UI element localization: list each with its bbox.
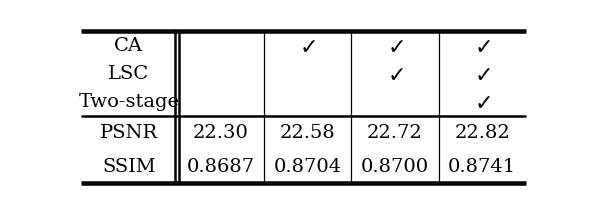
Text: 0.8704: 0.8704 [274,158,342,176]
Text: $\checkmark$: $\checkmark$ [474,92,491,112]
Text: SSIM: SSIM [102,158,156,176]
Text: Two-stage: Two-stage [78,93,179,111]
Text: 0.8700: 0.8700 [361,158,429,176]
Text: $\checkmark$: $\checkmark$ [387,36,403,56]
Text: $\checkmark$: $\checkmark$ [299,36,316,56]
Text: $\checkmark$: $\checkmark$ [474,36,491,56]
Text: $\checkmark$: $\checkmark$ [474,64,491,84]
Text: 22.72: 22.72 [367,124,423,142]
Text: 0.8741: 0.8741 [448,158,516,176]
Text: 22.30: 22.30 [192,124,248,142]
Text: 22.58: 22.58 [280,124,336,142]
Text: $\checkmark$: $\checkmark$ [387,64,403,84]
Text: PSNR: PSNR [99,124,158,142]
Text: 22.82: 22.82 [455,124,510,142]
Text: CA: CA [114,37,143,55]
Text: 0.8687: 0.8687 [186,158,255,176]
Text: LSC: LSC [108,65,149,83]
